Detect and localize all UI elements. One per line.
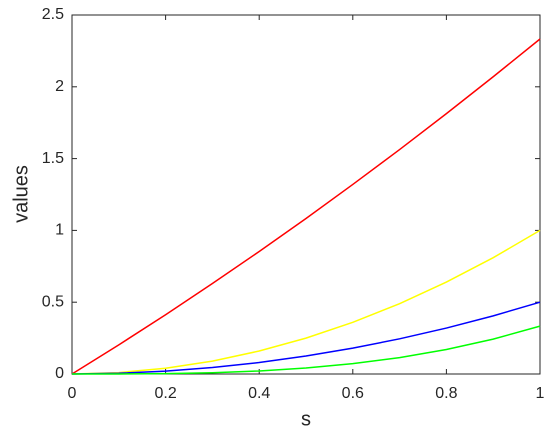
x-tick-label: 0 (68, 385, 77, 402)
line-series (71, 229, 541, 375)
y-tick-label: 1 (55, 222, 64, 239)
x-tick-label: 0.2 (154, 385, 176, 402)
y-tick-label: 1.5 (42, 150, 64, 167)
x-tick-label: 0.6 (342, 385, 364, 402)
y-tick-label: 0 (55, 365, 64, 382)
y-axis-label: values (10, 165, 32, 223)
y-tick-label: 2 (55, 78, 64, 95)
y-tick-label: 0.5 (42, 293, 64, 310)
line-series (71, 301, 541, 375)
x-axis-label: s (301, 408, 311, 430)
x-tick-label: 0.4 (248, 385, 270, 402)
x-tick-label: 1 (536, 385, 545, 402)
x-tick-label: 0.8 (435, 385, 457, 402)
line-series (71, 38, 541, 375)
y-tick-label: 2.5 (42, 6, 64, 23)
plot-frame (71, 14, 541, 375)
line-series (71, 325, 541, 375)
